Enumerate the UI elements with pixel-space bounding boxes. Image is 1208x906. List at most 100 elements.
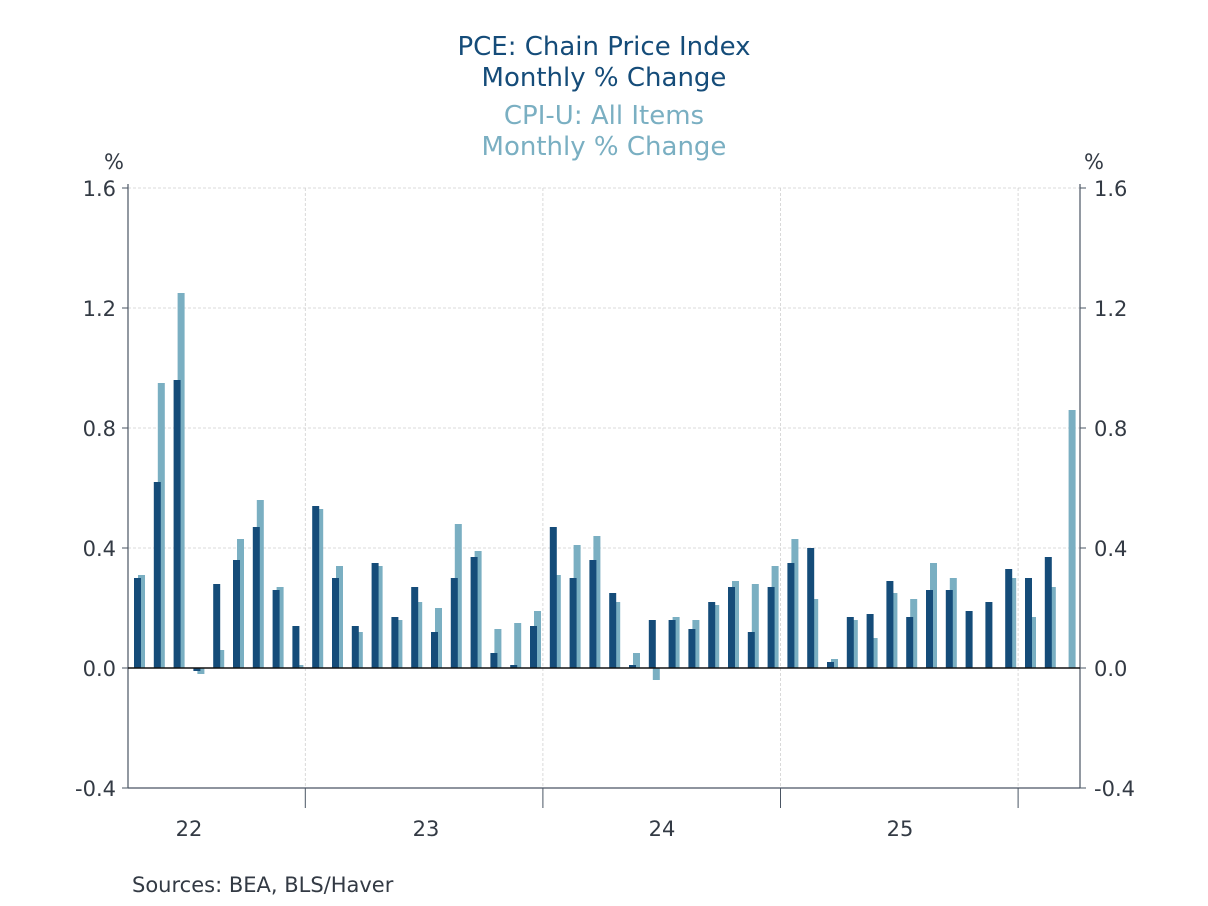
bar-pce — [589, 560, 597, 668]
right-tick-label: 0.4 — [1094, 537, 1127, 561]
gridlines — [128, 187, 1080, 789]
bar-cpi — [712, 605, 720, 668]
bar-cpi — [613, 602, 621, 668]
bar-pce — [312, 506, 320, 668]
bar-cpi — [751, 584, 759, 668]
bar-cpi — [1009, 578, 1017, 668]
bar-cpi — [633, 653, 640, 668]
bar-pce — [985, 602, 993, 668]
bar-cpi — [1048, 587, 1056, 668]
bar-cpi — [256, 500, 264, 668]
right-axis-unit: % — [1084, 150, 1104, 174]
bar-pce — [173, 380, 181, 668]
chart-title-cpi: CPI-U: All Items Monthly % Change — [0, 101, 1208, 163]
bar-cpi — [415, 602, 423, 668]
left-tick-label: -0.4 — [75, 777, 116, 801]
bar-pce — [668, 620, 676, 668]
tick-labels: 1.6 1.6 1.2 1.2 0.8 0.8 0.4 0.4 0.0 0.0 -0.4 -0.4 22… — [75, 177, 1135, 841]
bar-pce — [728, 587, 735, 668]
bar-pce — [549, 527, 557, 668]
bar-cpi — [732, 581, 739, 668]
left-tick-label: 1.2 — [83, 297, 116, 321]
bar-cpi — [494, 629, 502, 668]
bar-pce — [747, 632, 755, 668]
bar-cpi — [474, 551, 482, 668]
bar-pce — [609, 593, 617, 668]
bar-cpi — [573, 545, 581, 668]
bar-pce — [272, 590, 280, 668]
bar-pce — [886, 581, 894, 668]
bar-cpi — [652, 668, 660, 680]
bar-cpi — [930, 563, 937, 668]
bar-pce — [530, 626, 537, 668]
bar-pce — [767, 587, 775, 668]
bar-cpi — [831, 659, 838, 668]
bar-pce — [1025, 578, 1032, 668]
right-tick-label: 1.6 — [1094, 177, 1127, 201]
bar-pce — [470, 557, 478, 668]
bar-pce — [629, 665, 636, 668]
x-tick-label: 24 — [649, 817, 676, 841]
bar-pce — [252, 527, 260, 668]
bar-pce — [708, 602, 716, 668]
bar-cpi — [138, 575, 145, 668]
bar-pce — [193, 668, 201, 671]
bar-cpi — [296, 665, 304, 668]
right-tick-label: 0.0 — [1094, 657, 1127, 681]
source-note: Sources: BEA, BLS/Haver — [132, 873, 394, 897]
left-tick-label: 0.0 — [83, 657, 116, 681]
bar-cpi — [850, 620, 858, 668]
right-tick-label: 1.2 — [1094, 297, 1127, 321]
bar-pce — [866, 614, 874, 668]
bar-pce — [510, 665, 518, 668]
bar-pce — [411, 587, 419, 668]
bar-pce — [965, 611, 973, 668]
bar-pce — [391, 617, 399, 668]
bar-cpi — [791, 539, 799, 668]
bar-cpi — [1029, 617, 1036, 668]
title-line-4: Monthly % Change — [481, 132, 727, 162]
right-tick-label: -0.4 — [1094, 777, 1135, 801]
bar-cpi — [870, 638, 878, 668]
bar-cpi — [514, 623, 522, 668]
bar-pce — [926, 590, 933, 668]
bar-pce — [827, 662, 834, 668]
bar-pce — [490, 653, 498, 668]
bar-pce — [648, 620, 656, 668]
bar-cpi — [949, 578, 957, 668]
bar-cpi — [811, 599, 819, 668]
chart-title-pce: PCE: Chain Price Index Monthly % Change — [0, 32, 1208, 94]
bar-cpi — [157, 383, 165, 668]
right-tick-label: 0.8 — [1094, 417, 1127, 441]
bar-cpi — [692, 620, 700, 668]
bar-pce — [233, 560, 240, 668]
bar-cpi — [593, 536, 601, 668]
bar-cpi — [771, 566, 779, 668]
left-axis-unit: % — [104, 150, 124, 174]
bar-pce — [292, 626, 300, 668]
bar-cpi — [553, 575, 561, 668]
bar-cpi — [177, 293, 185, 668]
bar-pce — [431, 632, 438, 668]
bar-cpi — [454, 524, 462, 668]
bar-pce — [569, 578, 577, 668]
bar-cpi — [534, 611, 541, 668]
bar-pce — [153, 482, 161, 668]
axes — [122, 184, 1086, 808]
bar-pce — [213, 584, 221, 668]
bar-cpi — [197, 668, 205, 674]
title-line-1: PCE: Chain Price Index — [457, 32, 751, 62]
title-line-3: CPI-U: All Items — [503, 101, 705, 131]
bar-pce — [688, 629, 696, 668]
bar-pce — [906, 617, 914, 668]
bar-pce — [846, 617, 854, 668]
x-tick-label: 22 — [176, 817, 203, 841]
bar-pce — [807, 548, 815, 668]
bar-pce — [351, 626, 359, 668]
bar-pce — [1044, 557, 1052, 668]
bar-cpi — [276, 587, 284, 668]
bar-cpi — [355, 632, 363, 668]
bar-pce — [787, 563, 795, 668]
left-tick-label: 0.8 — [83, 417, 116, 441]
